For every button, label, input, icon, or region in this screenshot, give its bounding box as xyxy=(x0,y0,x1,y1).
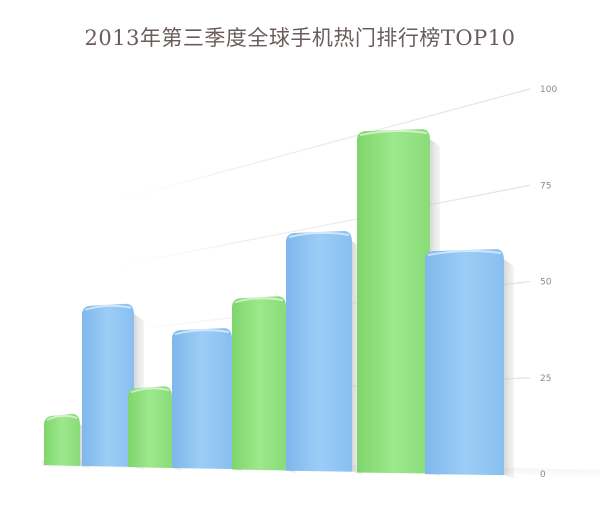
bar-face-6 xyxy=(286,230,352,472)
bar-6 xyxy=(286,230,362,475)
bar-face-8 xyxy=(425,249,504,476)
y-tick-label-100: 100 xyxy=(540,85,557,95)
bar-8 xyxy=(425,249,514,479)
bar-highlight-4 xyxy=(174,329,230,336)
bar-highlight-8 xyxy=(427,250,502,257)
bar-4 xyxy=(172,328,242,473)
bar-highlight-6 xyxy=(288,231,350,238)
bar-face-3 xyxy=(128,386,172,469)
bar-highlight-2 xyxy=(84,304,132,311)
gridline-100 xyxy=(79,88,531,211)
bar-face-7 xyxy=(357,129,430,474)
bar-highlight-5 xyxy=(234,297,284,304)
y-tick-label-50: 50 xyxy=(540,278,552,288)
bars xyxy=(44,129,514,479)
y-axis-ticks: 0 25 50 75 100 xyxy=(540,85,557,480)
bar-face-1 xyxy=(44,413,80,466)
chart-title: 2013年第三季度全球手机热门排行榜TOP10 xyxy=(84,26,516,50)
bar-highlight-7 xyxy=(359,130,428,137)
y-tick-label-0: 0 xyxy=(540,470,546,480)
y-tick-label-25: 25 xyxy=(540,374,551,384)
bar-face-4 xyxy=(172,328,232,470)
gridline-75 xyxy=(79,184,531,274)
bar-face-2 xyxy=(82,303,134,467)
y-tick-label-75: 75 xyxy=(540,181,551,191)
bar-highlight-3 xyxy=(130,387,170,394)
bar-highlight-1 xyxy=(46,414,78,421)
bar-side-8 xyxy=(502,258,514,479)
bar-face-5 xyxy=(232,296,286,471)
